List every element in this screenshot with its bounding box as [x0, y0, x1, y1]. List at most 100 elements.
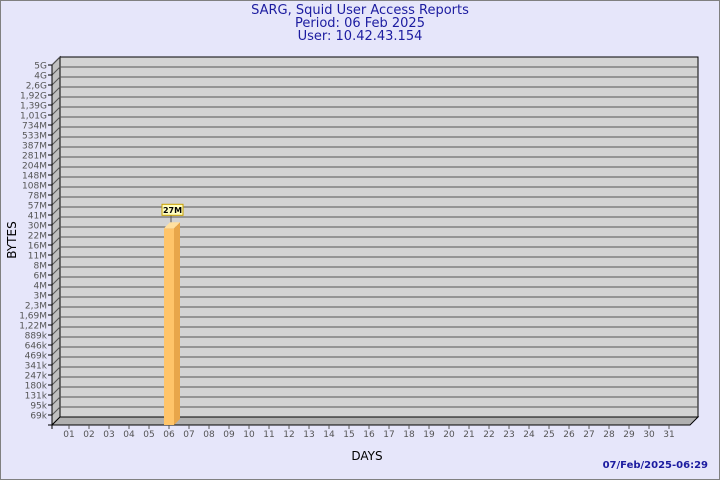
gridline-depth [51, 106, 61, 116]
x-axis-title: DAYS [351, 449, 382, 463]
y-tick-label: 16M [28, 242, 47, 252]
y-tick-label: 78M [28, 192, 47, 202]
gridline-depth [51, 406, 61, 416]
x-tick-label: 12 [283, 430, 294, 440]
gridline-depth [51, 216, 61, 226]
gridline-depth [51, 376, 61, 386]
x-tick-label: 24 [523, 430, 535, 440]
x-tick-label: 28 [603, 430, 615, 440]
bar-side [174, 222, 180, 425]
y-tick-label: 69k [30, 412, 47, 422]
x-tick-label: 04 [123, 430, 135, 440]
x-tick-label: 30 [643, 430, 655, 440]
y-tick-label: 2,3M [25, 302, 47, 312]
y-tick-label: 889k [25, 332, 48, 342]
gridline-depth [51, 76, 61, 86]
bar-front [164, 228, 174, 425]
report-title: SARG, Squid User Access Reports [251, 3, 469, 18]
x-tick-label: 03 [103, 430, 114, 440]
y-tick-label: 4G [34, 72, 47, 82]
y-tick-label: 3M [34, 292, 48, 302]
x-tick-label: 15 [343, 430, 354, 440]
y-tick-label: 180k [25, 382, 48, 392]
bar-label-box [161, 203, 184, 216]
x-tick-label: 21 [463, 430, 474, 440]
y-tick-label: 646k [25, 342, 48, 352]
x-tick-label: 19 [423, 430, 435, 440]
y-tick-label: 108M [22, 182, 47, 192]
y-tick-label: 341k [25, 362, 48, 372]
gridline-depth [51, 386, 61, 396]
gridline-depth [51, 176, 61, 186]
x-tick-label: 05 [143, 430, 154, 440]
x-tick-label: 17 [383, 430, 394, 440]
gridline-depth [51, 126, 61, 136]
x-tick-label: 14 [323, 430, 335, 440]
gridline-depth [51, 366, 61, 376]
x-tick-label: 16 [363, 430, 375, 440]
y-tick-label: 41M [28, 212, 47, 222]
y-tick-label: 247k [25, 372, 48, 382]
gridline-depth [51, 196, 61, 206]
gridline-depth [51, 316, 61, 326]
y-tick-label: 1,22M [19, 322, 47, 332]
x-tick-label: 02 [83, 430, 94, 440]
gridline-depth [51, 236, 61, 246]
x-tick-label: 29 [623, 430, 635, 440]
generated-timestamp: 07/Feb/2025-06:29 [602, 460, 708, 471]
y-tick-label: 95k [30, 402, 47, 412]
y-tick-label: 281M [22, 152, 47, 162]
y-tick-label: 2,6G [26, 82, 47, 92]
x-tick-label: 01 [63, 430, 74, 440]
x-tick-label: 18 [403, 430, 415, 440]
gridline-depth [51, 346, 61, 356]
y-tick-label: 533M [22, 132, 47, 142]
gridline-depth [51, 136, 61, 146]
y-tick-label: 11M [28, 252, 47, 262]
y-axis-title: BYTES [5, 221, 19, 258]
gridline-depth [51, 276, 61, 286]
gridline-depth [51, 286, 61, 296]
gridline-depth [51, 96, 61, 106]
x-tick-label: 07 [183, 430, 194, 440]
x-tick-label: 25 [543, 430, 554, 440]
x-tick-label: 06 [163, 430, 175, 440]
y-tick-label: 148M [22, 172, 47, 182]
y-tick-label: 131k [25, 392, 48, 402]
x-tick-label: 27 [583, 430, 594, 440]
gridline-depth [51, 336, 61, 346]
gridline-depth [51, 66, 61, 76]
gridline-depth [51, 266, 61, 276]
y-tick-label: 1,39G [20, 102, 47, 112]
gridline-depth [51, 356, 61, 366]
y-tick-label: 8M [34, 262, 48, 272]
y-tick-label: 734M [22, 122, 47, 132]
x-tick-label: 08 [203, 430, 215, 440]
report-period: Period: 06 Feb 2025 [295, 16, 425, 31]
y-tick-label: 1,69M [19, 312, 47, 322]
gridline-depth [51, 166, 61, 176]
gridline-depth [51, 246, 61, 256]
bar-top [164, 222, 180, 229]
x-tick-label: 22 [483, 430, 494, 440]
x-tick-label: 26 [563, 430, 575, 440]
bar-value-label: 27M [163, 206, 182, 215]
x-tick-label: 09 [223, 430, 235, 440]
y-tick-label: 6M [34, 272, 48, 282]
gridline-depth [51, 116, 61, 126]
x-tick-label: 13 [303, 430, 314, 440]
y-tick-label: 57M [28, 202, 47, 212]
gridline-depth [51, 146, 61, 156]
gridline-depth [51, 326, 61, 336]
y-tick-label: 387M [22, 142, 47, 152]
report-user: User: 10.42.43.154 [297, 29, 423, 44]
plot-floor [50, 416, 700, 426]
gridline-depth [51, 396, 61, 406]
x-tick-label: 11 [263, 430, 274, 440]
x-tick-label: 20 [443, 430, 455, 440]
y-tick-label: 30M [28, 222, 47, 232]
x-tick-label: 10 [243, 430, 255, 440]
gridline-depth [51, 56, 61, 66]
x-tick-label: 31 [663, 430, 674, 440]
